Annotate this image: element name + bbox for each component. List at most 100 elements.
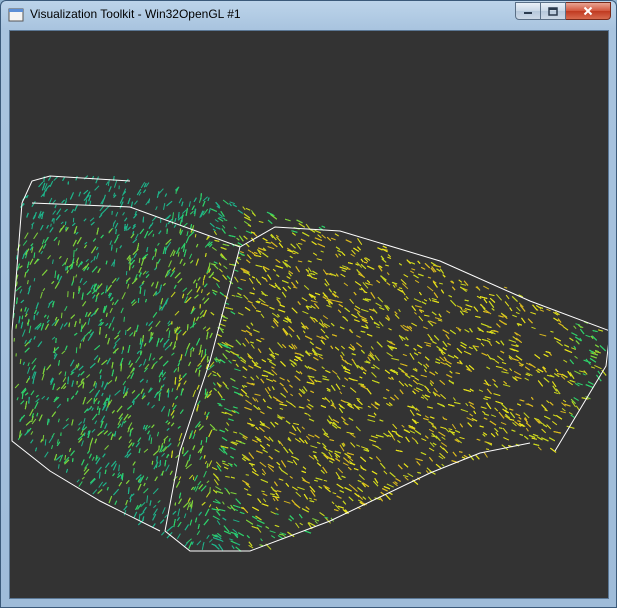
vector-glyph bbox=[279, 533, 284, 536]
vector-glyph bbox=[301, 297, 308, 302]
vector-glyph bbox=[413, 298, 422, 303]
vector-glyph bbox=[211, 263, 216, 266]
vector-glyph bbox=[402, 353, 407, 357]
vector-glyph bbox=[456, 305, 463, 309]
vector-glyph bbox=[138, 272, 142, 277]
vector-glyph bbox=[107, 179, 110, 186]
vector-glyph bbox=[230, 441, 238, 446]
vector-glyph bbox=[216, 372, 221, 378]
vector-glyph bbox=[358, 474, 365, 481]
vector-glyph bbox=[70, 369, 74, 373]
vector-glyph bbox=[269, 353, 276, 360]
vector-glyph bbox=[301, 426, 305, 430]
vector-glyph bbox=[89, 388, 95, 394]
vector-glyph bbox=[44, 451, 49, 458]
vector-glyph bbox=[194, 475, 198, 482]
vector-glyph bbox=[159, 284, 162, 292]
vector-glyph bbox=[424, 415, 429, 419]
vector-glyph bbox=[177, 441, 181, 447]
vector-glyph bbox=[412, 379, 419, 385]
vector-glyph bbox=[390, 396, 395, 401]
vector-glyph bbox=[271, 325, 275, 329]
vector-glyph bbox=[43, 314, 47, 318]
vector-glyph bbox=[39, 213, 42, 219]
vector-glyph bbox=[546, 374, 555, 378]
vector-glyph bbox=[569, 379, 576, 383]
vector-glyph bbox=[292, 459, 298, 466]
vector-glyph bbox=[323, 485, 330, 490]
vector-glyph bbox=[31, 222, 35, 226]
vector-glyph bbox=[173, 284, 177, 289]
vector-glyph bbox=[329, 299, 338, 302]
vector-glyph bbox=[464, 299, 469, 302]
vector-glyph bbox=[89, 217, 95, 222]
vector-glyph bbox=[145, 270, 149, 275]
vector-glyph bbox=[385, 317, 390, 321]
vector-glyph bbox=[188, 501, 191, 506]
vector-glyph bbox=[313, 318, 318, 323]
vector-glyph bbox=[385, 264, 389, 267]
vector-glyph bbox=[188, 474, 194, 480]
vector-glyph bbox=[267, 246, 275, 250]
vector-glyph bbox=[424, 385, 429, 391]
vector-glyph bbox=[143, 343, 147, 347]
maximize-button[interactable] bbox=[541, 2, 566, 20]
vector-glyph bbox=[367, 414, 376, 418]
vector-glyph bbox=[308, 497, 313, 500]
vector-glyph bbox=[138, 513, 141, 521]
vector-glyph bbox=[206, 534, 210, 539]
vector-glyph bbox=[243, 294, 249, 300]
vector-glyph bbox=[43, 183, 48, 190]
vector-glyph bbox=[256, 339, 262, 343]
vector-glyph bbox=[306, 435, 311, 441]
vector-glyph bbox=[31, 413, 34, 418]
vector-glyph bbox=[51, 218, 54, 222]
vector-glyph bbox=[510, 411, 516, 419]
vector-glyph bbox=[335, 383, 341, 390]
vector-glyph bbox=[295, 522, 300, 529]
vector-glyph bbox=[218, 213, 223, 217]
vector-glyph bbox=[115, 211, 119, 217]
vector-glyph bbox=[414, 279, 420, 284]
close-button[interactable] bbox=[566, 2, 611, 20]
vector-glyph bbox=[166, 228, 168, 234]
minimize-icon bbox=[524, 12, 532, 14]
vector-glyph bbox=[536, 371, 541, 374]
vector-glyph bbox=[332, 334, 338, 337]
vector-glyph bbox=[202, 280, 205, 286]
vector-glyph bbox=[291, 425, 297, 432]
vector-glyph bbox=[274, 449, 280, 453]
vector-glyph bbox=[129, 498, 132, 503]
vector-glyph bbox=[432, 391, 437, 397]
title-bar[interactable]: Visualization Toolkit - Win32OpenGL #1 bbox=[1, 1, 616, 29]
vector-glyph bbox=[172, 212, 174, 221]
vector-glyph bbox=[284, 262, 292, 268]
render-viewport[interactable] bbox=[9, 30, 609, 599]
vector-glyph bbox=[143, 358, 147, 366]
vector-glyph bbox=[150, 332, 152, 339]
vector-glyph bbox=[392, 481, 398, 487]
vector-glyph bbox=[231, 294, 236, 297]
vector-glyph bbox=[178, 492, 182, 499]
vector-glyph bbox=[296, 243, 302, 250]
vector-glyph bbox=[213, 230, 218, 236]
vector-glyph bbox=[178, 432, 183, 441]
vector-glyph bbox=[212, 428, 218, 431]
vector-glyph bbox=[287, 379, 290, 383]
vector-glyph bbox=[219, 216, 226, 220]
vector-glyph bbox=[423, 298, 428, 302]
vector-glyph bbox=[301, 388, 306, 394]
vector-glyph bbox=[221, 341, 228, 346]
vector-glyph bbox=[157, 242, 160, 246]
vector-glyph bbox=[355, 263, 359, 266]
vector-glyph bbox=[279, 403, 288, 407]
vector-glyph bbox=[152, 488, 159, 495]
vector-glyph bbox=[562, 399, 567, 403]
vector-glyph bbox=[369, 351, 374, 357]
vector-glyph bbox=[235, 440, 242, 443]
vector-glyph bbox=[212, 370, 217, 374]
vector-glyph bbox=[200, 485, 207, 492]
minimize-button[interactable] bbox=[515, 2, 541, 20]
vector-glyph bbox=[316, 462, 322, 467]
vector-glyph bbox=[42, 288, 46, 292]
